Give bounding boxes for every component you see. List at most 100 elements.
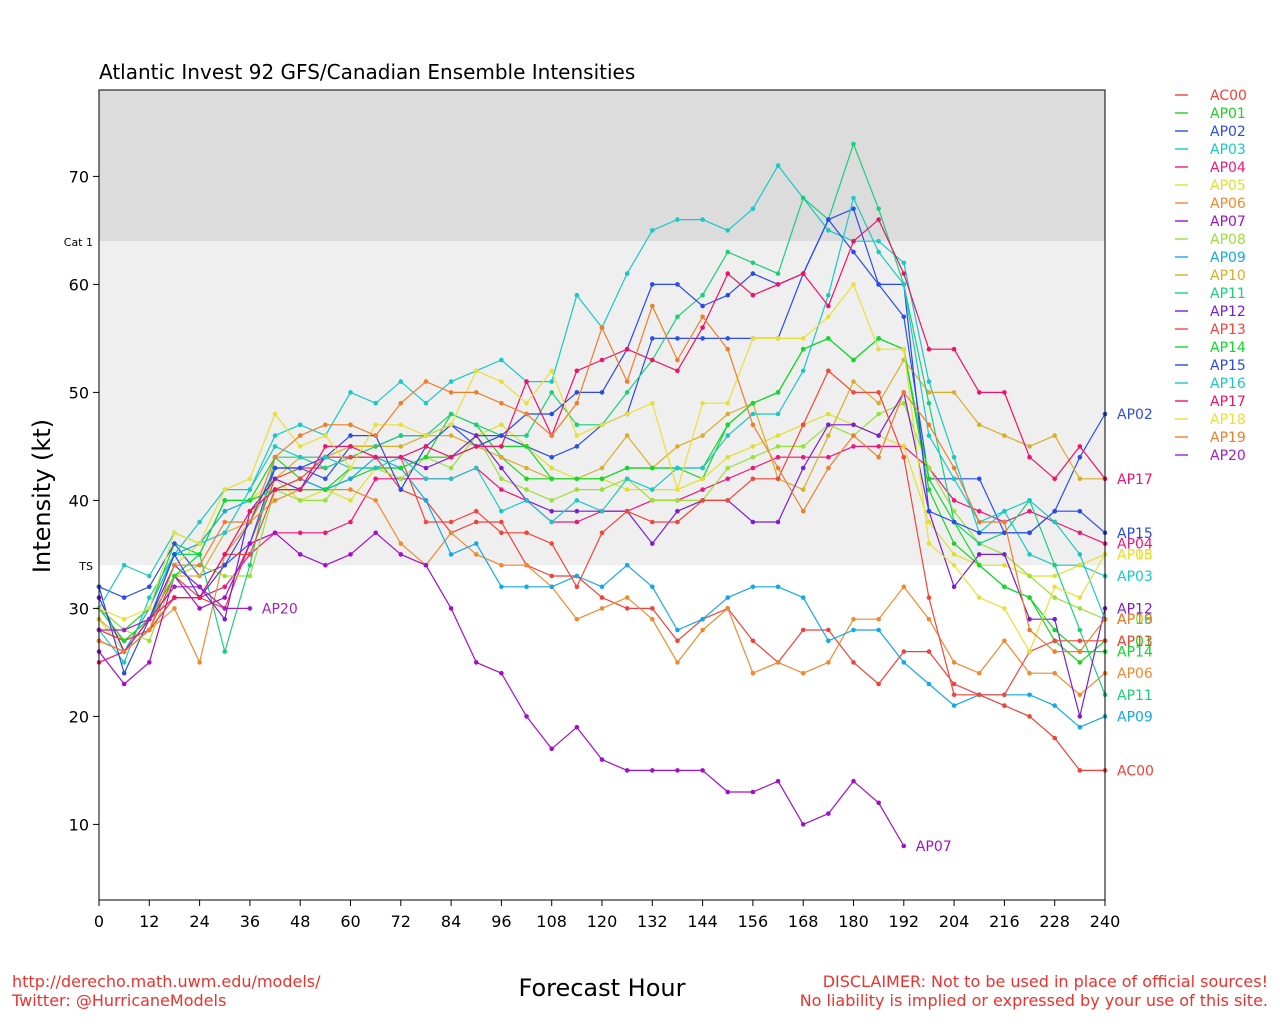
point-ap05-h216 [1002, 562, 1007, 568]
point-ap11-h150 [725, 249, 731, 255]
point-ap10-h102 [524, 465, 529, 471]
point-ap03-h198 [926, 379, 932, 384]
point-ac00-h228 [1052, 735, 1057, 741]
point-ap01-h102 [524, 476, 529, 482]
point-ap16-h30 [222, 530, 228, 536]
point-ap17-h180 [851, 238, 856, 244]
point-ap11-h234 [1077, 627, 1083, 633]
point-ap17-h228 [1052, 476, 1057, 482]
x-tick-label-168: 168 [788, 912, 819, 931]
point-ap05-h60 [348, 498, 353, 503]
point-ap15-h222 [1027, 530, 1032, 536]
point-ap06-h162 [775, 660, 781, 665]
point-ap18-h180 [851, 282, 856, 287]
point-ap18-h54 [323, 433, 328, 438]
point-ap18-h84 [448, 422, 454, 428]
point-ap03-h72 [398, 379, 404, 384]
point-ap02-h138 [675, 336, 680, 341]
point-ap16-h66 [373, 465, 378, 471]
point-ap15-h132 [650, 282, 655, 287]
point-ap19-h78 [423, 379, 429, 384]
point-ap10-h24 [197, 573, 202, 579]
point-ap10-h120 [599, 465, 605, 471]
point-ap13-h228 [1052, 638, 1057, 644]
point-ap06-h114 [574, 616, 580, 622]
point-ap04-h234 [1077, 530, 1083, 536]
point-ap11-h114 [574, 422, 580, 428]
point-ap06-h126 [624, 595, 630, 600]
point-ap08-h36 [247, 573, 253, 579]
point-ap11-h30 [222, 649, 228, 654]
point-ap20-h6 [121, 627, 127, 633]
point-ap13-h192 [901, 454, 907, 460]
end-label-ap02: AP02 [1117, 407, 1153, 423]
end-label-ap07: AP07 [916, 839, 952, 855]
point-ap18-h228 [1052, 584, 1057, 590]
point-ap16-h12 [147, 573, 152, 579]
end-label-ap08: AP08 [1117, 612, 1153, 628]
point-ap09-h186 [876, 627, 881, 633]
point-ap04-h174 [826, 454, 831, 460]
point-ap07-h42 [272, 530, 278, 536]
point-ap12-h222 [1027, 616, 1032, 622]
point-ac00-h216 [1002, 703, 1007, 708]
twitter-handle: Twitter: @HurricaneModels [12, 991, 227, 1010]
point-ap14-h102 [524, 444, 529, 449]
point-ap07-h30 [222, 595, 228, 600]
point-ap11-h126 [624, 390, 630, 395]
point-ap12-h210 [976, 552, 982, 557]
point-ap18-h78 [423, 433, 429, 438]
point-ap15-h180 [851, 249, 856, 255]
legend-label-ap05: AP05 [1210, 178, 1246, 194]
x-tick-label-12: 12 [139, 912, 159, 931]
point-ap16-h6 [121, 562, 127, 568]
legend-label-ap15: AP15 [1210, 358, 1246, 374]
series-ap18 [96, 282, 1108, 654]
point-ap18-h126 [624, 411, 630, 417]
x-tick-label-180: 180 [838, 912, 869, 931]
point-ap12-h204 [951, 584, 957, 590]
point-ap17-h216 [1002, 390, 1007, 395]
source-url-link[interactable]: http://derecho.math.uwm.edu/models/ [12, 972, 321, 991]
point-ap17-h138 [675, 368, 680, 374]
point-ap18-h192 [901, 346, 907, 352]
point-ap19-h30 [222, 519, 228, 525]
point-ap09-h162 [775, 584, 781, 590]
point-ap06-h132 [650, 616, 655, 622]
point-ap09-h222 [1027, 692, 1032, 698]
point-ap07-h180 [851, 778, 856, 784]
point-ap17-h132 [650, 357, 655, 363]
point-ap08-h192 [901, 400, 907, 406]
point-ap19-h156 [750, 422, 756, 428]
point-ap08-h234 [1077, 606, 1083, 611]
point-ap08-h156 [750, 454, 756, 460]
point-ap16-h174 [826, 292, 831, 298]
point-ap12-h90 [473, 433, 479, 438]
point-ap04-h156 [750, 465, 756, 471]
point-ap06-h192 [901, 584, 907, 590]
end-label-ap04: AP04 [1117, 537, 1153, 553]
point-ac00-h96 [499, 519, 504, 525]
point-ac00-h168 [800, 627, 806, 633]
point-ap04-h168 [800, 454, 806, 460]
y-tick-label-30: 30 [69, 599, 89, 618]
legend-label-ap11: AP11 [1210, 286, 1246, 302]
end-label-ap06: AP06 [1117, 666, 1153, 682]
end-label-ap03: AP03 [1117, 569, 1153, 585]
x-tick-label-216: 216 [989, 912, 1020, 931]
point-ap02-h114 [574, 444, 580, 449]
legend-label-ap20: AP20 [1210, 448, 1246, 464]
point-ap07-h36 [247, 541, 253, 546]
point-ap08-h168 [800, 444, 806, 449]
point-ap11-h108 [549, 390, 554, 395]
point-ap18-h174 [826, 314, 831, 320]
point-ap18-h150 [725, 400, 731, 406]
x-tick-label-36: 36 [240, 912, 260, 931]
point-ap07-h66 [373, 530, 378, 536]
point-ap02-h54 [323, 476, 328, 482]
point-ap11-h84 [448, 411, 454, 417]
point-ap06-h168 [800, 670, 806, 676]
point-ap19-h24 [197, 562, 202, 568]
point-ap18-h96 [499, 379, 504, 384]
point-ap19-h54 [323, 422, 328, 428]
